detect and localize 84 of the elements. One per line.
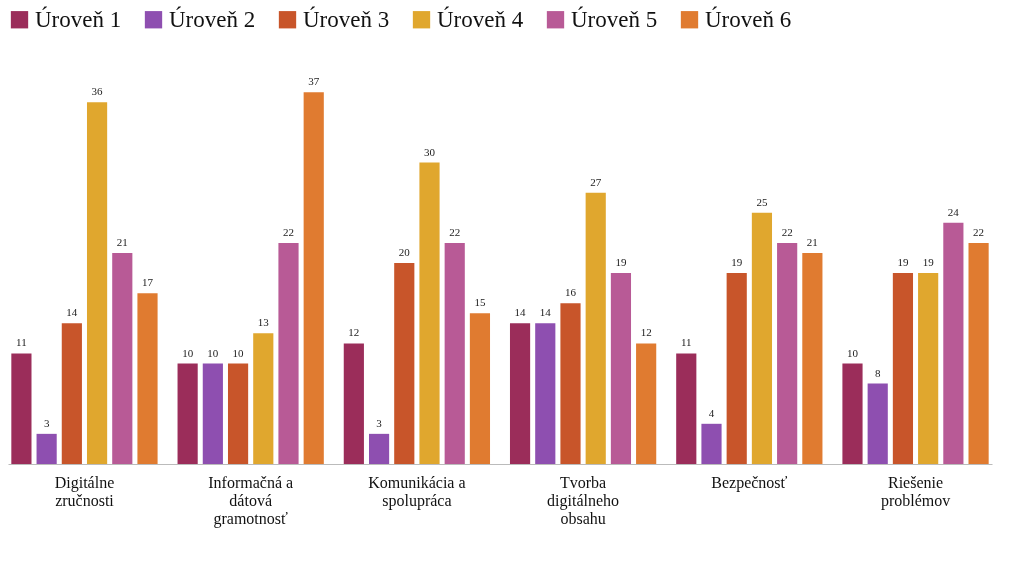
data-label: 22	[781, 225, 793, 238]
bar	[777, 242, 798, 464]
bar	[112, 252, 133, 464]
bar	[918, 273, 939, 464]
bar	[202, 363, 223, 464]
data-label: 13	[257, 316, 270, 329]
x-tick-label: Bezpečnosť	[711, 473, 788, 492]
bar	[509, 323, 531, 464]
bar	[36, 433, 57, 464]
data-label: 8	[874, 366, 881, 379]
bar	[636, 343, 657, 464]
bar	[177, 363, 198, 464]
bar	[137, 293, 158, 464]
bar	[469, 313, 491, 464]
data-label: 21	[116, 235, 128, 248]
data-label: 14	[514, 306, 527, 319]
bar	[535, 323, 556, 464]
bar	[751, 212, 773, 464]
data-label: 17	[142, 276, 154, 289]
data-label: 4	[708, 406, 715, 419]
bar	[394, 263, 415, 464]
bar	[726, 273, 747, 464]
data-label: 10	[846, 346, 859, 359]
x-tick-label: Riešenie problémov	[880, 473, 951, 510]
bar	[444, 242, 465, 464]
data-label: 10	[207, 346, 219, 359]
legend-label: Úroveň 2	[169, 5, 256, 32]
bar	[676, 353, 697, 464]
data-label: 10	[232, 346, 245, 359]
data-label: 22	[283, 225, 294, 238]
bar	[943, 222, 964, 464]
bar	[11, 353, 32, 464]
legend-label: Úroveň 3	[303, 5, 390, 32]
legend-label: Úroveň 1	[35, 5, 122, 32]
data-label: 11	[680, 336, 692, 349]
legend-label: Úroveň 6	[705, 5, 792, 32]
bar	[610, 273, 632, 464]
bar	[802, 252, 823, 464]
bar	[343, 343, 364, 464]
bar	[560, 303, 581, 464]
data-label: 10	[182, 346, 194, 359]
bar	[968, 242, 989, 464]
data-label: 30	[424, 145, 436, 158]
bar	[867, 383, 888, 464]
x-tick-label: Digitálne zručnosti	[54, 473, 115, 509]
x-tick-label: Tvorba digitálneho obsahu	[547, 473, 620, 527]
data-label: 15	[474, 296, 486, 309]
bar	[368, 433, 390, 464]
bar	[892, 273, 914, 464]
data-label: 19	[922, 256, 935, 269]
data-label: 12	[640, 326, 652, 339]
data-label: 14	[539, 306, 552, 319]
bar	[303, 92, 324, 464]
data-label: 11	[16, 336, 27, 349]
legend-label: Úroveň 4	[437, 5, 524, 32]
bar	[227, 363, 249, 464]
data-label: 12	[348, 326, 360, 339]
data-label: 20	[398, 246, 411, 258]
bar	[585, 192, 606, 464]
data-label: 19	[615, 256, 627, 269]
data-label: 37	[308, 75, 320, 88]
bar	[86, 102, 108, 464]
data-label: 21	[806, 235, 818, 248]
data-label: 25	[756, 195, 768, 208]
data-label: 24	[947, 205, 960, 218]
data-label: 19	[731, 256, 743, 269]
data-label: 16	[565, 286, 577, 299]
bar	[842, 363, 863, 464]
data-label: 14	[66, 306, 78, 319]
x-tick-label: Komunikácia a spolupráca	[368, 473, 466, 510]
data-label: 3	[43, 416, 50, 429]
bar	[278, 242, 299, 464]
bar	[419, 162, 440, 464]
bar	[253, 333, 274, 464]
data-label: 22	[449, 225, 461, 238]
bar	[61, 323, 82, 464]
data-label: 36	[91, 85, 104, 98]
data-label: 27	[590, 175, 602, 188]
data-label: 22	[973, 225, 985, 238]
bar	[701, 423, 722, 464]
x-tick-label: Informačná a dátová gramotnosť	[208, 473, 294, 528]
legend-label: Úroveň 5	[571, 5, 658, 32]
data-label: 3	[376, 416, 383, 429]
data-label: 19	[897, 256, 909, 269]
